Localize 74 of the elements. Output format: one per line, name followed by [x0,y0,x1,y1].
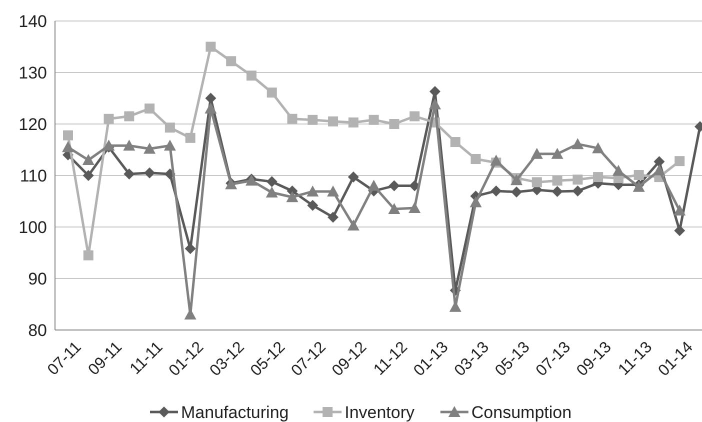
point [572,138,584,150]
point [532,177,542,188]
y-tick-label: 140 [18,12,47,31]
point [428,98,441,110]
point [246,70,256,81]
point [124,111,134,122]
point [266,88,277,98]
point [123,140,136,151]
legend-label: Consumption [471,402,572,422]
point [164,122,175,133]
point [653,164,666,176]
y-tick-label: 110 [20,166,47,186]
point [62,141,74,152]
point [654,156,665,168]
point [266,186,278,198]
point [490,185,502,196]
point [347,219,360,230]
point [470,196,482,208]
point [328,212,339,223]
point [470,154,481,164]
y-tick-label: 100 [18,218,47,237]
legend-label: Manufacturing [181,402,289,422]
point [612,164,624,176]
point [408,202,421,213]
point [348,172,359,183]
point [164,140,176,151]
point [144,167,156,178]
point [144,142,156,154]
point [266,176,278,188]
point [634,170,644,180]
point [124,168,135,180]
point [82,170,94,181]
point [63,130,73,140]
y-tick-label: 120 [18,114,47,134]
point [592,142,604,154]
point [552,176,562,186]
point [368,114,379,125]
point [185,132,196,143]
point [206,42,216,52]
point [450,137,460,148]
y-tick-label: 90 [28,269,47,288]
point [83,250,94,260]
point [551,148,564,159]
point [144,104,155,114]
point [593,172,604,182]
point [204,102,217,114]
point [389,119,400,129]
point [572,185,584,196]
point [388,202,400,214]
point [348,117,358,128]
point [368,180,380,191]
point [328,116,338,126]
point [184,243,196,254]
y-tick-label: 130 [18,63,47,82]
point [674,204,686,216]
legend-label: Inventory [344,402,416,422]
point [327,185,340,196]
point [511,186,522,198]
point [286,191,298,202]
point [552,186,563,197]
point [388,180,400,192]
point [306,185,319,196]
point [82,154,94,166]
point [308,114,318,125]
point [104,114,114,124]
y-tick-label: 80 [28,320,47,340]
point [530,148,543,159]
point [490,154,502,166]
point [287,114,298,124]
point [572,174,583,185]
point [410,111,420,122]
point [226,56,236,66]
point [307,200,318,211]
point [674,156,685,166]
